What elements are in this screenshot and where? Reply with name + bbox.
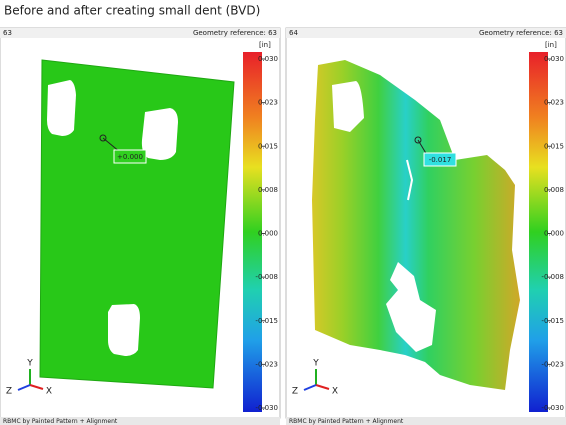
scale-label: -0.015	[255, 317, 278, 325]
probe-label: -0.017	[429, 156, 452, 164]
scale-label: 0.008	[258, 186, 278, 194]
viewer-panel: 64 Geometry reference: 63 [in] 0.030 0.023 0.…	[286, 28, 566, 425]
status-text: RBMC by Painted Pattern + Alignment	[289, 418, 404, 425]
scale-label: -0.015	[541, 317, 564, 325]
scale-label: -0.023	[541, 360, 564, 368]
scale-label: 0.000	[258, 230, 278, 238]
scale-label: 0.023	[544, 99, 564, 107]
hole	[47, 80, 76, 136]
axis-label: Y	[26, 359, 33, 369]
probe-label: +0.000	[117, 153, 143, 161]
scale-label: 0.015	[544, 142, 564, 150]
scale-label: 0.015	[258, 142, 278, 150]
scale-label: -0.008	[541, 273, 564, 281]
geometry-reference: Geometry reference: 63	[193, 29, 277, 37]
scale-label: 0.023	[258, 99, 278, 107]
axis-label: Z	[292, 387, 298, 397]
status-text: RBMC by Painted Pattern + Alignment	[3, 418, 118, 425]
scale-label: -0.030	[255, 404, 278, 412]
unit-label: [in]	[259, 41, 271, 49]
axis-label: X	[46, 387, 52, 397]
scale-label: 0.008	[544, 186, 564, 194]
panel-id: 64	[289, 29, 298, 37]
geometry-reference: Geometry reference: 63	[479, 29, 563, 37]
unit-label: [in]	[545, 41, 557, 49]
hole	[108, 304, 140, 356]
page-title: Before and after creating small dent (BV…	[4, 4, 260, 18]
axis-label: X	[332, 387, 338, 397]
hole	[142, 108, 178, 160]
scale-label: 0.000	[544, 230, 564, 238]
viewer-panel: 63 Geometry reference: 63 [in] 0.030 0.023 0.…	[0, 28, 280, 425]
axis-label: Z	[6, 387, 12, 397]
scale-label: -0.030	[541, 404, 564, 412]
scale-label: -0.008	[255, 273, 278, 281]
panel-id: 63	[3, 29, 12, 37]
scale-label: 0.030	[544, 55, 564, 63]
scale-label: 0.030	[258, 55, 278, 63]
axis-label: Y	[312, 359, 319, 369]
scale-label: -0.023	[255, 360, 278, 368]
